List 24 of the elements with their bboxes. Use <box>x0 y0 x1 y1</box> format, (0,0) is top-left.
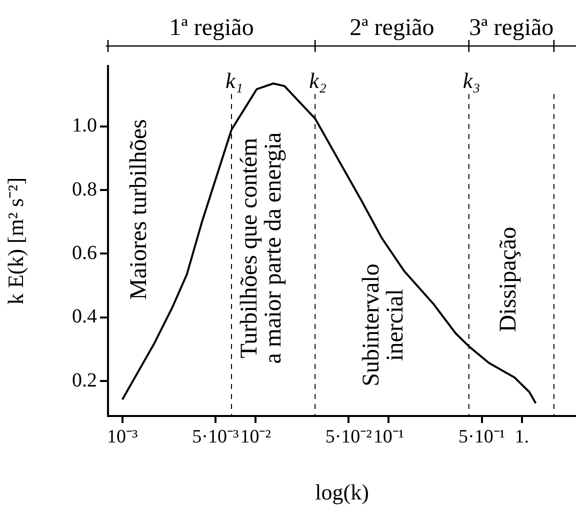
x-tick-label: 10⁻¹ <box>373 426 404 448</box>
ref-line-label: k₃ <box>462 68 480 93</box>
y-axis-title: k E(k) [m² s⁻²] <box>2 177 28 305</box>
x-tick-label: 10⁻² <box>240 426 272 448</box>
annotation: Dissipação <box>495 226 522 332</box>
x-tick-label: 5·10⁻³ <box>192 426 240 448</box>
annotation: Maiores turbilhões <box>126 119 152 300</box>
text: 3ª região <box>469 15 554 41</box>
x-tick-label: 10⁻³ <box>107 426 138 448</box>
x-tick-label: 5·10⁻² <box>325 426 372 448</box>
annotation: Subintervalo inercial <box>358 264 408 386</box>
y-tick-label: 1.0 <box>72 114 97 137</box>
ref-line-label: k₁ <box>226 68 243 93</box>
y-tick-label: 0.8 <box>72 178 97 200</box>
annotation: Turbilhões que contém a maior parte da energia <box>236 132 287 364</box>
x-axis-title: log(k) <box>315 480 369 505</box>
text: 1ª região <box>169 15 254 41</box>
text: 2ª região <box>350 15 434 41</box>
y-tick-label: 0.6 <box>72 242 97 264</box>
y-tick-label: 0.4 <box>72 306 97 328</box>
x-tick-label: 5·10⁻¹ <box>458 426 506 448</box>
y-tick-label: 0.2 <box>72 369 97 392</box>
x-tick-label: 1. <box>514 426 529 448</box>
ref-line-label: k₂ <box>309 68 327 93</box>
